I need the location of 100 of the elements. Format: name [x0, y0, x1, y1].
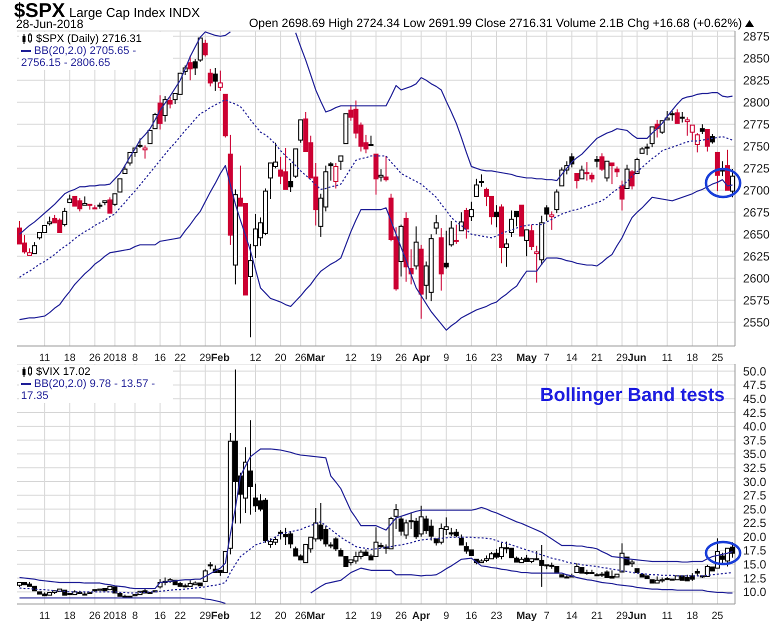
candlestick [338, 155, 344, 171]
y-tick-label: 30.0 [743, 474, 767, 489]
candlestick [464, 207, 469, 240]
candlestick [333, 162, 338, 189]
x-tick-label: 14 [566, 610, 578, 621]
x-tick-label: 18 [64, 352, 76, 364]
x-tick-label: 29 [616, 610, 628, 621]
y-tick-label: 47.5 [743, 378, 767, 392]
y-tick-label: 2700 [743, 184, 770, 198]
x-tick-label: 20 [274, 352, 287, 364]
x-tick-label: 25 [712, 610, 724, 621]
x-tick-label: 9 [443, 352, 450, 364]
candlestick [494, 204, 499, 228]
candlestick [549, 210, 554, 230]
y-tick-label: 2825 [743, 74, 770, 88]
candlestick [82, 196, 88, 206]
candlestick [458, 212, 464, 232]
chart-subtitle: Large Cap Index INDX [69, 5, 200, 20]
y-tick-label: 42.5 [743, 406, 767, 420]
y-tick-label: 2800 [743, 96, 770, 110]
candlestick [394, 504, 399, 530]
candlestick [92, 204, 98, 210]
candlestick [188, 55, 193, 81]
legend-label: BB(20,2.0) 9.78 - 13.57 - 17.35 [21, 378, 156, 402]
x-tick-label: 21 [591, 352, 603, 364]
y-tick-label: 37.5 [743, 433, 767, 448]
x-tick-label: 22 [174, 352, 186, 364]
candlestick [620, 180, 625, 211]
x-tick-label: 12 [345, 610, 357, 621]
candlestick [454, 224, 459, 244]
candlestick [499, 204, 504, 264]
candlestick [509, 210, 514, 238]
x-tick-label: 23 [490, 352, 502, 364]
y-tick-label: 45.0 [743, 392, 767, 406]
y-tick-label: 2575 [743, 294, 770, 308]
x-tick-label: 2018 [103, 352, 127, 364]
x-tick-label: 12 [250, 610, 262, 621]
y-tick-label: 2550 [743, 316, 770, 330]
x-tick-label: 16 [154, 610, 166, 621]
x-tick-label: 21 [591, 610, 603, 621]
y-tick-label: 27.5 [743, 488, 767, 503]
line-series [18, 99, 734, 278]
x-tick-label: 26 [88, 352, 101, 364]
y-tick-label: 2675 [743, 206, 770, 220]
candlestick [368, 135, 374, 146]
x-tick-label: 18 [686, 610, 698, 621]
x-tick-label: 11 [662, 352, 673, 364]
candlestick [514, 210, 520, 227]
annotation: Bollinger Band tests [540, 385, 725, 407]
candlestick [212, 67, 218, 92]
y-tick-label: 2650 [743, 228, 770, 242]
candlestick [584, 162, 590, 182]
x-tick-label: 25 [712, 352, 724, 364]
x-tick-label: 26 [395, 352, 408, 364]
legend-label: BB(20,2.0) 2705.65 - 2756.15 - 2806.65 [21, 45, 138, 70]
y-tick-label: 2750 [743, 140, 770, 154]
candlestick [438, 228, 444, 292]
x-tick-label: 29 [199, 352, 212, 364]
candlestick [468, 201, 474, 222]
x-tick-label: 11 [39, 352, 50, 364]
x-tick-label: 19 [370, 610, 382, 621]
x-tick-label: 29 [199, 610, 212, 621]
x-tick-label: May [516, 610, 537, 621]
y-tick-label: 12.5 [743, 571, 767, 586]
candlestick [690, 124, 695, 141]
y-tick-label: 22.5 [743, 516, 767, 530]
line-series [18, 521, 734, 594]
x-tick-label: 19 [370, 352, 382, 364]
x-tick-label: Mar [306, 352, 326, 364]
candlestick [288, 162, 294, 193]
legend-label: $VIX 17.02 [35, 366, 92, 378]
y-tick-label: 32.5 [743, 460, 767, 475]
x-tick-label: 9 [443, 610, 450, 621]
y-tick-label: 25.0 [743, 502, 767, 516]
x-tick-label: 11 [662, 610, 673, 621]
candlestick [680, 111, 685, 124]
x-tick-label: 7 [544, 610, 550, 621]
y-tick-label: 50.0 [743, 364, 767, 378]
y-tick-label: 10.0 [743, 585, 767, 600]
x-tick-label: 12 [345, 352, 357, 364]
candlestick [504, 238, 510, 268]
candlestick [594, 155, 600, 168]
x-tick-label: 7 [544, 352, 550, 364]
x-tick-label: 8 [132, 610, 138, 621]
x-tick-label: May [516, 352, 537, 364]
candlestick [684, 116, 690, 136]
x-tick-label: Feb [211, 610, 230, 621]
x-tick-label: 16 [466, 610, 478, 621]
x-tick-label: 8 [132, 352, 138, 364]
x-tick-label: 16 [466, 352, 478, 364]
y-tick-label: 17.5 [743, 544, 767, 558]
y-tick-label: 35.0 [743, 447, 767, 462]
x-tick-label: 20 [274, 610, 287, 621]
candlestick [730, 168, 735, 198]
candlestick [232, 188, 238, 285]
candlestick [418, 244, 424, 320]
y-tick-label: 2725 [743, 162, 770, 176]
y-tick-label: 2850 [743, 52, 770, 66]
x-tick-label: 2018 [103, 610, 127, 621]
text: Open 2698.69 High 2724.34 Low 2691.99 Close 2716.31 Volume 2.1B Chg +16.68 (+0.62%) [248, 16, 743, 30]
